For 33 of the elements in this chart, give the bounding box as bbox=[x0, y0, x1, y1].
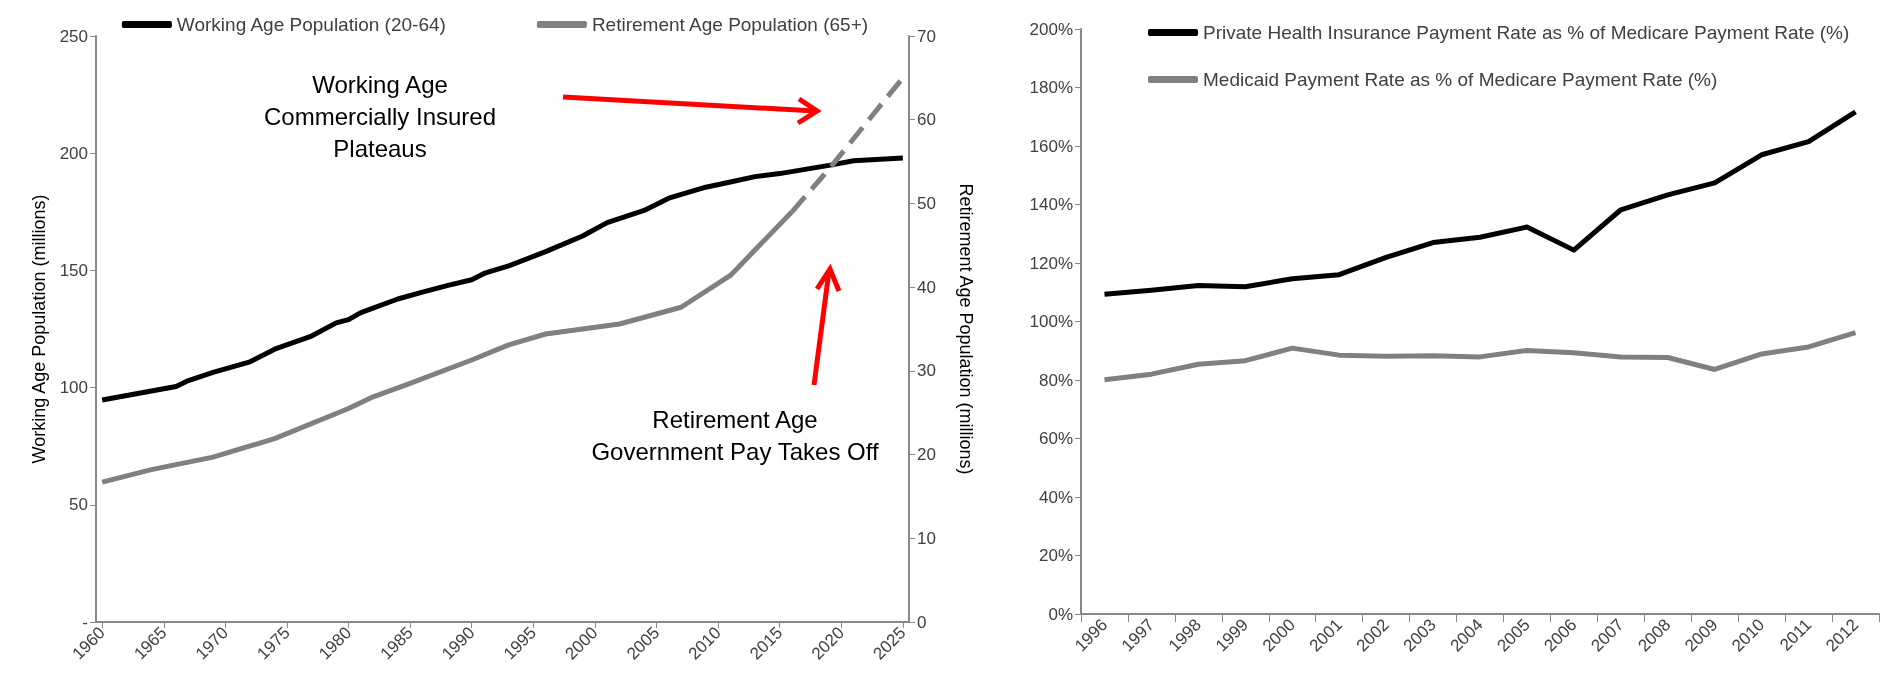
y-tick-label: 140% bbox=[1029, 195, 1073, 214]
legend-label: Retirement Age Population (65+) bbox=[591, 14, 869, 35]
y-tick-label: 50 bbox=[69, 495, 88, 515]
y-tick-label: 150 bbox=[59, 260, 88, 280]
annotation: Working Age Commercially Insured Plateaus bbox=[263, 70, 497, 162]
y-tick-label: 180% bbox=[1029, 78, 1073, 97]
y-tick-label: 40% bbox=[1038, 487, 1073, 507]
y-tick-label: 200 bbox=[59, 143, 88, 163]
y2-tick-label: 10 bbox=[917, 528, 936, 548]
y-tick-label: 160% bbox=[1029, 136, 1073, 156]
legend-label: Working Age Population (20-64) bbox=[176, 14, 446, 35]
y2-tick-label: 40 bbox=[917, 277, 936, 297]
y-tick-label: 250 bbox=[59, 26, 88, 46]
y-tick-label: 20% bbox=[1038, 546, 1073, 565]
y-tick-label: 60% bbox=[1038, 429, 1073, 448]
y-tick-label: 100% bbox=[1029, 312, 1073, 331]
y2-axis-title: Retirement Age Population (millions) bbox=[956, 183, 976, 475]
y-tick-label: - bbox=[82, 612, 88, 632]
y2-tick-label: 30 bbox=[917, 361, 936, 381]
y2-tick-label: 70 bbox=[917, 26, 936, 46]
y2-tick-label: 0 bbox=[917, 612, 927, 632]
y-tick-label: 120% bbox=[1029, 253, 1073, 273]
y-tick-label: 0% bbox=[1048, 604, 1073, 624]
y-tick-label: 100 bbox=[59, 378, 88, 398]
y-axis-title: Working Age Population (millions) bbox=[29, 194, 49, 464]
annotation: Retirement Age Government Pay Takes Off bbox=[591, 405, 879, 465]
y2-tick-label: 20 bbox=[917, 445, 936, 465]
y2-tick-label: 60 bbox=[917, 110, 936, 130]
legend-label: Private Health Insurance Payment Rate as % of Medicare Payment Rate (%) bbox=[1203, 22, 1850, 43]
legend-label: Medicaid Payment Rate as % of Medicare Payment Rate (%) bbox=[1203, 69, 1718, 90]
y-tick-label: 200% bbox=[1029, 19, 1073, 39]
y2-tick-label: 50 bbox=[917, 193, 936, 213]
y-tick-label: 80% bbox=[1038, 370, 1073, 390]
